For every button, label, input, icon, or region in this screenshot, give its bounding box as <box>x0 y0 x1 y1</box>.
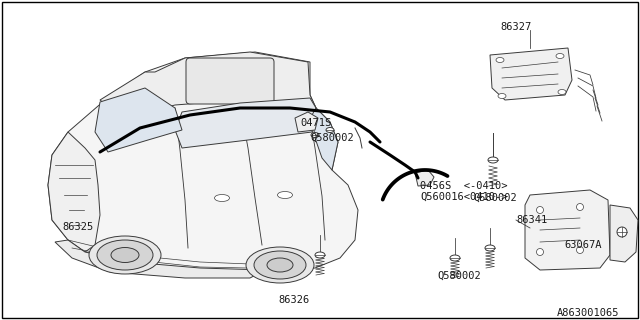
Ellipse shape <box>97 240 153 270</box>
Polygon shape <box>175 98 316 148</box>
Ellipse shape <box>450 255 460 261</box>
Text: 86325: 86325 <box>62 222 93 232</box>
Text: Q580002: Q580002 <box>437 271 481 281</box>
Ellipse shape <box>278 191 292 198</box>
Text: 0471S: 0471S <box>300 118 332 128</box>
Text: 0456S  <-0410>: 0456S <-0410> <box>420 181 508 191</box>
Text: 86326: 86326 <box>278 295 309 305</box>
Ellipse shape <box>536 249 543 255</box>
Text: 86341: 86341 <box>516 215 547 225</box>
Text: 86327: 86327 <box>500 22 531 32</box>
Ellipse shape <box>488 157 498 163</box>
Ellipse shape <box>267 258 293 272</box>
Ellipse shape <box>577 204 584 211</box>
Ellipse shape <box>315 252 325 258</box>
Ellipse shape <box>496 58 504 62</box>
Polygon shape <box>95 88 182 152</box>
Polygon shape <box>295 112 318 132</box>
Ellipse shape <box>556 53 564 59</box>
Ellipse shape <box>558 90 566 94</box>
Ellipse shape <box>617 227 627 237</box>
Polygon shape <box>490 48 572 100</box>
Polygon shape <box>100 52 316 125</box>
Ellipse shape <box>536 206 543 213</box>
Polygon shape <box>48 52 358 272</box>
Polygon shape <box>312 108 338 170</box>
Text: Q560016<0410->: Q560016<0410-> <box>420 192 508 202</box>
FancyBboxPatch shape <box>186 58 274 104</box>
Ellipse shape <box>254 251 306 279</box>
Polygon shape <box>525 190 610 270</box>
Polygon shape <box>55 240 265 278</box>
Ellipse shape <box>498 93 506 99</box>
Ellipse shape <box>311 132 319 138</box>
Text: 63067A: 63067A <box>564 240 602 250</box>
Ellipse shape <box>246 247 314 283</box>
Text: Q580002: Q580002 <box>473 193 516 203</box>
Text: Q580002: Q580002 <box>310 133 354 143</box>
Ellipse shape <box>326 127 334 132</box>
Polygon shape <box>48 132 100 252</box>
Polygon shape <box>415 170 434 186</box>
Ellipse shape <box>89 236 161 274</box>
Ellipse shape <box>577 246 584 253</box>
Text: A863001065: A863001065 <box>557 308 620 318</box>
Polygon shape <box>610 205 638 262</box>
Ellipse shape <box>214 195 230 202</box>
Ellipse shape <box>111 247 139 262</box>
Ellipse shape <box>485 245 495 251</box>
